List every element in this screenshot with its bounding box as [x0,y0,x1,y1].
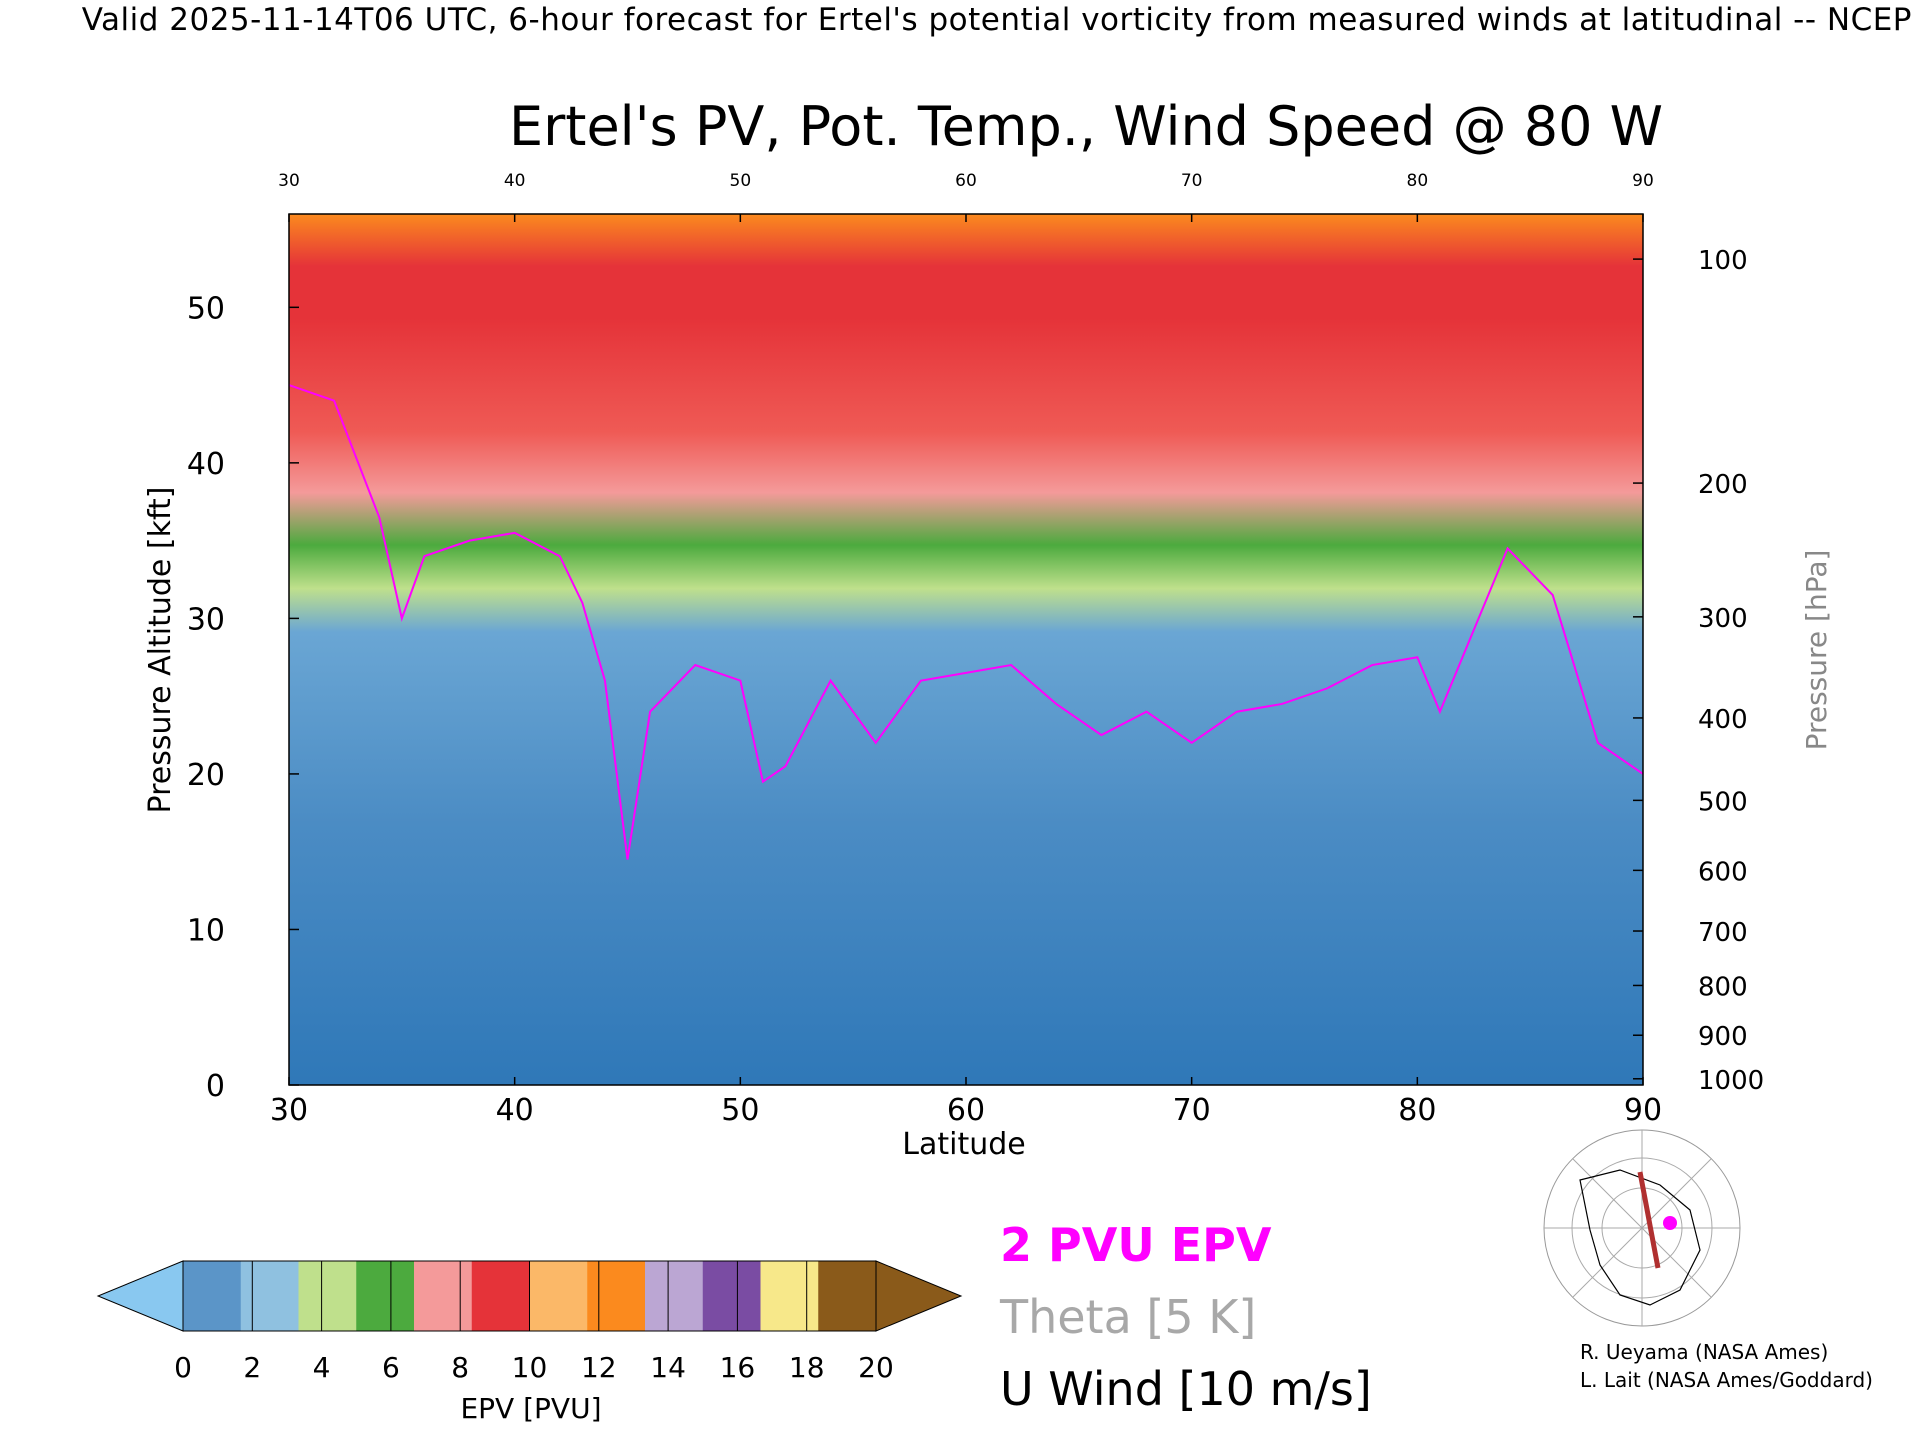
colorbar-swatch [587,1261,646,1331]
y-axis: 0 10 20 30 40 50 [187,291,299,1104]
top-tick-label: 40 [504,171,526,191]
header-caption: Valid 2025-11-14T06 UTC, 6-hour forecast… [0,2,1920,38]
colorbar-tick-label: 2 [243,1351,261,1384]
x-tick-label: 70 [1173,1093,1211,1128]
legend-wind: U Wind [10 m/s] [1000,1362,1372,1416]
pressure-tick-label: 100 [1698,246,1748,276]
top-axis: 30 40 50 60 70 80 90 [278,171,1654,222]
colorbar-tick-label: 4 [313,1351,331,1384]
x-tick-label: 60 [947,1093,985,1128]
x-tick-label: 30 [270,1093,308,1128]
colorbar-swatch [356,1261,415,1331]
colorbar-swatch [645,1261,704,1331]
pv-field [289,214,1643,1085]
colorbar-tick-label: 0 [174,1351,192,1384]
x-tick-label: 80 [1398,1093,1436,1128]
credit-line-1: R. Ueyama (NASA Ames) [1580,1340,1829,1364]
y-tick-label: 50 [187,291,225,326]
top-tick-label: 30 [278,171,300,191]
pressure-tick-label: 800 [1698,972,1748,1002]
colorbar-swatch [818,1261,877,1331]
y-tick-label: 10 [187,913,225,948]
locator-map-coast [1579,1169,1701,1306]
colorbar-swatch [702,1261,761,1331]
y-tick-label: 30 [187,602,225,637]
locator-map [1543,1129,1741,1327]
colorbar-label: EPV [PVU] [460,1392,601,1425]
colorbar-swatch [760,1261,819,1331]
colorbar-swatch [529,1261,588,1331]
x-axis: 30 40 50 60 70 80 90 [270,1077,1662,1128]
pressure-tick-label: 400 [1698,705,1748,735]
top-tick-label: 50 [730,171,752,191]
x-axis-label: Latitude [902,1127,1025,1162]
colorbar-swatch [240,1261,299,1331]
colorbar-tick-label: 14 [650,1351,686,1384]
colorbar-swatch [183,1261,242,1331]
pressure-tick-label: 300 [1698,604,1748,634]
colorbar-swatch [298,1261,357,1331]
top-tick-label: 90 [1632,171,1654,191]
pressure-tick-label: 1000 [1698,1066,1764,1096]
pressure-tick-label: 900 [1698,1022,1748,1052]
colorbar-swatch [414,1261,473,1331]
pressure-axis-label: Pressure [hPa] [1800,550,1833,751]
x-tick-label: 40 [496,1093,534,1128]
header-text: Valid 2025-11-14T06 UTC, 6-hour forecast… [81,2,1912,38]
y-tick-label: 20 [187,758,225,793]
y-axis-label: Pressure Altitude [kft] [143,487,178,814]
top-tick-label: 60 [955,171,977,191]
colorbar-tick-label: 16 [720,1351,756,1384]
section-marker [1663,1216,1677,1230]
top-tick-label: 70 [1181,171,1203,191]
colorbar-under-arrow [96,1260,184,1332]
plot-area [289,214,1643,1085]
pressure-tick-label: 200 [1698,470,1748,500]
section-line [1637,1171,1661,1269]
x-tick-label: 90 [1624,1093,1662,1128]
colorbar-tick-label: 20 [858,1351,894,1384]
top-tick-label: 80 [1407,171,1429,191]
legend-pv: 2 PVU EPV [1000,1218,1272,1272]
legend-theta: Theta [5 K] [1000,1290,1257,1344]
colorbar-tick-label: 10 [512,1351,548,1384]
y-tick-label: 40 [187,447,225,482]
colorbar-tick-label: 12 [581,1351,617,1384]
colorbar-tick-label: 18 [789,1351,825,1384]
colorbar: 0 2 4 6 8 10 12 14 16 18 20 [96,1260,963,1384]
colorbar-tick-label: 6 [382,1351,400,1384]
pressure-tick-label: 700 [1698,918,1748,948]
locator-map-graticule [1544,1130,1740,1326]
x-tick-label: 50 [721,1093,759,1128]
chart-title: Ertel's PV, Pot. Temp., Wind Speed @ 80 … [509,95,1663,158]
credit-line-2: L. Lait (NASA Ames/Goddard) [1580,1368,1873,1392]
pressure-axis: 100 200 300 400 500 600 700 800 900 1000 [1633,246,1764,1096]
colorbar-tick-label: 8 [451,1351,469,1384]
pv-2-contour [289,384,1643,860]
colorbar-over-arrow [875,1260,963,1332]
pressure-tick-label: 600 [1698,857,1748,887]
pv-2-contour-group [289,384,1643,860]
y-tick-label: 0 [206,1069,225,1104]
colorbar-swatch [471,1261,530,1331]
pressure-tick-label: 500 [1698,787,1748,817]
